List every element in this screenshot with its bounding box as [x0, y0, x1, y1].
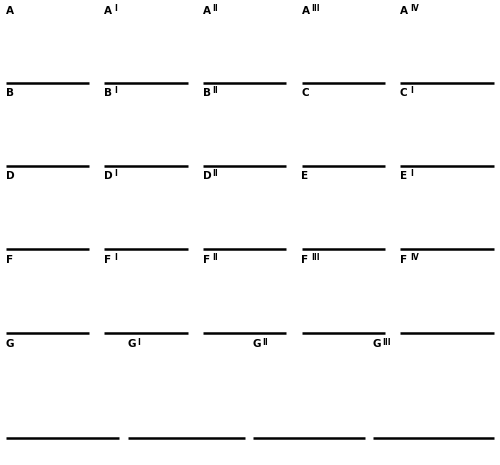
Text: I: I [114, 169, 117, 178]
Text: A: A [302, 6, 310, 16]
Text: E: E [302, 171, 308, 181]
Text: I: I [138, 338, 140, 346]
Text: G: G [372, 339, 381, 350]
Text: I: I [410, 169, 413, 178]
Text: III: III [382, 338, 391, 346]
Text: III: III [312, 4, 320, 13]
Text: F: F [6, 255, 13, 265]
Text: G: G [128, 339, 136, 350]
Text: C: C [400, 88, 407, 99]
Text: II: II [212, 86, 218, 95]
Text: I: I [410, 86, 413, 95]
Text: G: G [252, 339, 261, 350]
Text: IV: IV [410, 4, 419, 13]
Text: IV: IV [410, 253, 419, 262]
Text: F: F [104, 255, 111, 265]
Text: F: F [400, 255, 407, 265]
Text: I: I [114, 4, 117, 13]
Text: D: D [104, 171, 112, 181]
Text: D: D [202, 171, 211, 181]
Text: B: B [202, 88, 210, 99]
Text: II: II [212, 253, 218, 262]
Text: F: F [202, 255, 209, 265]
Text: E: E [400, 171, 407, 181]
Text: I: I [114, 86, 117, 95]
Text: I: I [114, 253, 117, 262]
Text: A: A [202, 6, 210, 16]
Text: A: A [400, 6, 408, 16]
Text: II: II [212, 4, 218, 13]
Text: B: B [6, 88, 14, 99]
Text: C: C [302, 88, 309, 99]
Text: F: F [302, 255, 308, 265]
Text: II: II [262, 338, 268, 346]
Text: D: D [6, 171, 14, 181]
Text: G: G [6, 339, 14, 350]
Text: A: A [104, 6, 112, 16]
Text: A: A [6, 6, 14, 16]
Text: B: B [104, 88, 112, 99]
Text: II: II [212, 169, 218, 178]
Text: III: III [312, 253, 320, 262]
